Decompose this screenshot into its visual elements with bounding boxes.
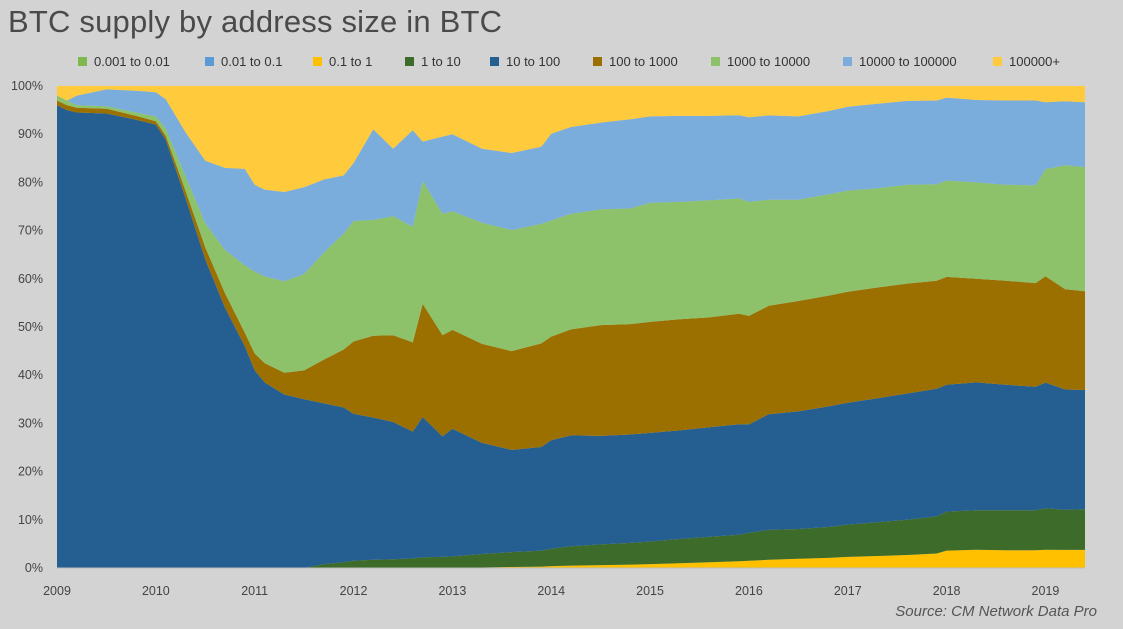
legend-label: 10 to 100 — [506, 54, 561, 69]
area-series-5 — [57, 100, 1085, 450]
legend-swatch — [78, 57, 87, 66]
legend-swatch — [313, 57, 322, 66]
legend-swatch — [711, 57, 720, 66]
x-tick-label: 2014 — [537, 584, 565, 598]
legend-label: 0.01 to 0.1 — [221, 54, 283, 69]
legend-label: 100000+ — [1009, 54, 1060, 69]
x-tick-label: 2010 — [142, 584, 170, 598]
x-tick-label: 2015 — [636, 584, 664, 598]
chart-legend: 0.001 to 0.01 0.01 to 0.1 0.1 to 1 1 to … — [0, 54, 1123, 74]
x-tick-label: 2019 — [1032, 584, 1060, 598]
y-tick-label: 80% — [18, 175, 43, 189]
legend-swatch — [490, 57, 499, 66]
legend-label: 0.001 to 0.01 — [94, 54, 170, 69]
legend-item: 10 to 100 — [490, 54, 560, 69]
area-series-4 — [57, 105, 1085, 569]
y-tick-label: 30% — [18, 416, 43, 430]
legend-item: 1000 to 10000 — [711, 54, 810, 69]
x-tick-label: 2009 — [43, 584, 71, 598]
legend-swatch — [593, 57, 602, 66]
y-tick-label: 20% — [18, 465, 43, 479]
y-tick-label: 100% — [11, 79, 43, 93]
y-tick-label: 70% — [18, 224, 43, 238]
x-tick-label: 2017 — [834, 584, 862, 598]
legend-swatch — [993, 57, 1002, 66]
legend-swatch — [843, 57, 852, 66]
source-note: Source: CM Network Data Pro — [895, 603, 1097, 620]
x-tick-label: 2011 — [241, 584, 268, 598]
legend-label: 0.1 to 1 — [329, 54, 373, 69]
legend-item: 0.001 to 0.01 — [78, 54, 170, 69]
x-tick-label: 2013 — [438, 584, 466, 598]
legend-item: 1 to 10 — [405, 54, 461, 69]
legend-item: 0.01 to 0.1 — [205, 54, 282, 69]
area-series-7 — [57, 89, 1085, 282]
y-tick-label: 40% — [18, 368, 43, 382]
x-tick-label: 2012 — [340, 584, 368, 598]
x-tick-label: 2016 — [735, 584, 763, 598]
legend-item: 100000+ — [993, 54, 1060, 69]
x-tick-label: 2018 — [933, 584, 961, 598]
legend-item: 0.1 to 1 — [313, 54, 372, 69]
area-series-2 — [57, 549, 1085, 568]
legend-label: 10000 to 100000 — [859, 54, 957, 69]
y-tick-label: 10% — [18, 513, 43, 527]
legend-swatch — [205, 57, 214, 66]
y-tick-label: 0% — [25, 561, 43, 575]
legend-item: 100 to 1000 — [593, 54, 678, 69]
y-tick-label: 60% — [18, 272, 43, 286]
y-tick-label: 50% — [18, 320, 43, 334]
area-series-8 — [57, 86, 1085, 192]
legend-label: 100 to 1000 — [609, 54, 678, 69]
chart-title: BTC supply by address size in BTC — [8, 4, 503, 39]
legend-item: 10000 to 100000 — [843, 54, 957, 69]
legend-label: 1 to 10 — [421, 54, 461, 69]
area-series-3 — [57, 508, 1085, 568]
legend-label: 1000 to 10000 — [727, 54, 811, 69]
legend-swatch — [405, 57, 414, 66]
area-series-6 — [57, 95, 1085, 373]
y-tick-label: 90% — [18, 127, 43, 141]
